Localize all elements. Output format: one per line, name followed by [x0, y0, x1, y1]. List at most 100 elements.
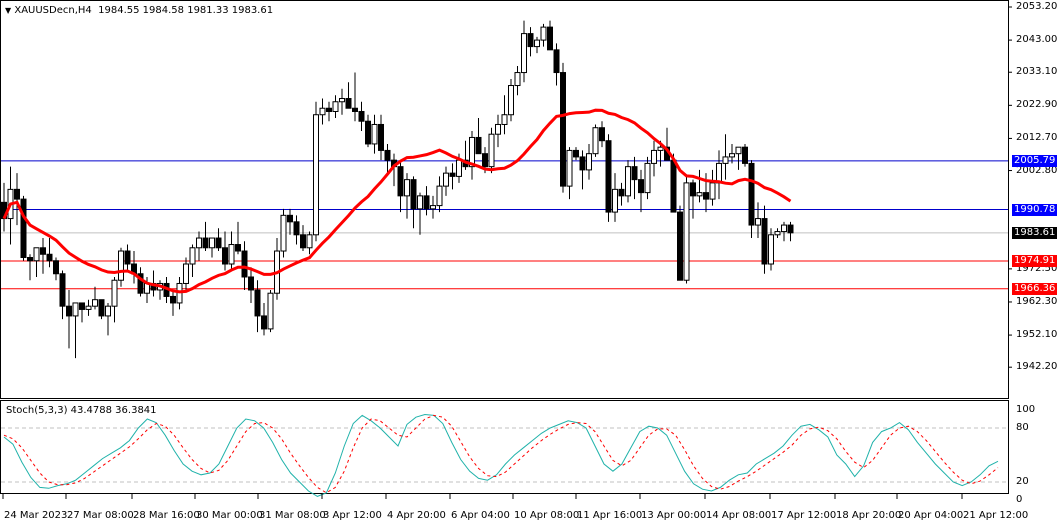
- candle: [501, 114, 508, 125]
- candle: [72, 302, 79, 317]
- time-tick-label: 30 Mar 00:00: [196, 510, 263, 521]
- candle: [397, 166, 404, 197]
- candle: [781, 224, 787, 233]
- stoch-level-label: 100: [1016, 404, 1036, 415]
- candle: [170, 295, 176, 304]
- candle: [755, 218, 761, 226]
- stoch-main-line: [3, 413, 999, 497]
- candle: [261, 315, 267, 330]
- candle: [534, 39, 540, 48]
- candle: [105, 305, 111, 317]
- candle: [365, 120, 371, 145]
- stoch-level-label: 0: [1016, 494, 1023, 505]
- candle: [228, 244, 235, 265]
- candle: [384, 149, 391, 161]
- candle: [33, 247, 40, 262]
- candle: [46, 253, 53, 262]
- candle: [560, 72, 566, 187]
- time-tick-label: 28 Mar 16:00: [133, 510, 200, 521]
- price-tick-label: 2002.80: [1016, 164, 1058, 176]
- candle: [404, 179, 410, 197]
- candle: [287, 214, 293, 223]
- candle: [456, 159, 462, 177]
- candle: [716, 162, 722, 184]
- candle: [313, 114, 319, 236]
- candle: [371, 123, 378, 145]
- candle: [248, 276, 254, 291]
- candle: [469, 136, 475, 168]
- candle: [20, 198, 27, 259]
- candle: [209, 237, 215, 249]
- candle: [488, 133, 495, 168]
- price-tick-label: 1972.50: [1016, 262, 1058, 274]
- candle: [326, 107, 332, 112]
- price-marker-label: 1983.61: [1012, 226, 1058, 239]
- candle: [27, 257, 33, 262]
- candle: [612, 188, 618, 213]
- price-tick-label: 2012.70: [1016, 132, 1058, 144]
- candle: [306, 234, 313, 249]
- candle: [735, 146, 742, 155]
- candle: [358, 110, 365, 122]
- candle: [137, 273, 144, 294]
- stochastic-panel[interactable]: [0, 400, 1009, 497]
- candle: [547, 26, 553, 51]
- time-tick-label: 6 Apr 04:00: [451, 510, 510, 521]
- candle: [566, 149, 573, 187]
- triangle-down-icon[interactable]: ▼: [5, 6, 12, 15]
- price-tick-label: 1962.30: [1016, 295, 1058, 307]
- candle: [202, 237, 209, 249]
- candle: [410, 179, 417, 210]
- candle: [774, 231, 781, 236]
- main-chart-panel[interactable]: [0, 0, 1009, 399]
- candle: [280, 214, 287, 252]
- candle: [40, 247, 46, 255]
- candle: [787, 224, 794, 234]
- candle: [618, 188, 625, 197]
- candle: [345, 98, 352, 109]
- candle: [293, 221, 300, 236]
- candle: [651, 149, 657, 164]
- moving-average-line: [2, 108, 792, 294]
- candle: [189, 247, 196, 265]
- candle: [241, 250, 248, 278]
- candle: [79, 302, 85, 310]
- candle: [352, 107, 358, 112]
- stoch-level-label: 80: [1016, 422, 1029, 433]
- candle: [592, 127, 599, 155]
- candle: [423, 195, 430, 210]
- candle: [59, 273, 66, 307]
- candle: [742, 146, 748, 164]
- candle: [644, 162, 651, 194]
- candle: [690, 182, 696, 197]
- candle: [319, 107, 326, 116]
- time-tick-label: 21 Apr 12:00: [963, 510, 1029, 521]
- price-marker-label: 1966.36: [1012, 282, 1058, 295]
- candle: [332, 101, 339, 112]
- candle: [215, 237, 222, 249]
- price-marker-label: 1990.78: [1012, 203, 1058, 216]
- candle: [118, 250, 124, 281]
- candle: [378, 123, 384, 151]
- candle: [670, 159, 677, 213]
- candle: [482, 153, 488, 168]
- stoch-signal-line: [3, 414, 999, 494]
- candle: [183, 263, 189, 284]
- candle: [14, 188, 20, 200]
- candle: [683, 182, 690, 281]
- candle: [111, 279, 118, 307]
- price-tick-label: 2033.10: [1016, 66, 1058, 78]
- time-tick-label: 3 Apr 12:00: [323, 510, 382, 521]
- candle: [638, 179, 644, 194]
- candle: [508, 85, 514, 116]
- candle: [722, 156, 729, 164]
- candle: [514, 72, 521, 87]
- candle: [586, 153, 592, 171]
- symbol-label: XAUUSDecn,H4: [14, 5, 92, 16]
- candle: [339, 98, 345, 103]
- candle: [599, 127, 605, 142]
- candle: [300, 234, 306, 249]
- candle: [443, 172, 449, 187]
- time-tick-label: 14 Apr 08:00: [706, 510, 772, 521]
